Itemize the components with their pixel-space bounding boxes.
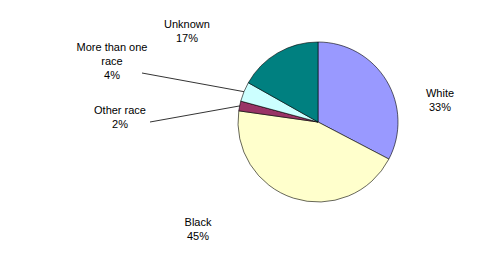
pie-slice bbox=[238, 111, 389, 202]
slice-label-line: More than one bbox=[77, 41, 148, 53]
leader-line bbox=[142, 73, 244, 92]
slice-label: Other race bbox=[94, 104, 146, 116]
chart: White 33% Black 45% Other race 2% More than on… bbox=[0, 0, 486, 254]
leader-line bbox=[150, 106, 240, 122]
slice-label: Unknown bbox=[164, 18, 210, 30]
slice-value-label: 17% bbox=[176, 32, 198, 44]
pie bbox=[238, 42, 398, 202]
slice-value-label: 2% bbox=[112, 118, 128, 130]
slice-label: Black bbox=[185, 216, 212, 228]
slice-label-line: Unknown bbox=[164, 18, 210, 30]
slice-label: White bbox=[426, 87, 454, 99]
slice-label-line: White bbox=[426, 87, 454, 99]
slice-label-line: Black bbox=[185, 216, 212, 228]
pie-slice bbox=[248, 42, 318, 122]
slice-label-line: Other race bbox=[94, 104, 146, 116]
slice-value-label: 4% bbox=[104, 69, 120, 81]
slice-label: More than one race bbox=[77, 41, 148, 67]
slice-value-label: 33% bbox=[429, 101, 451, 113]
slice-label-line: race bbox=[101, 55, 122, 67]
slice-value-label: 45% bbox=[187, 230, 209, 242]
